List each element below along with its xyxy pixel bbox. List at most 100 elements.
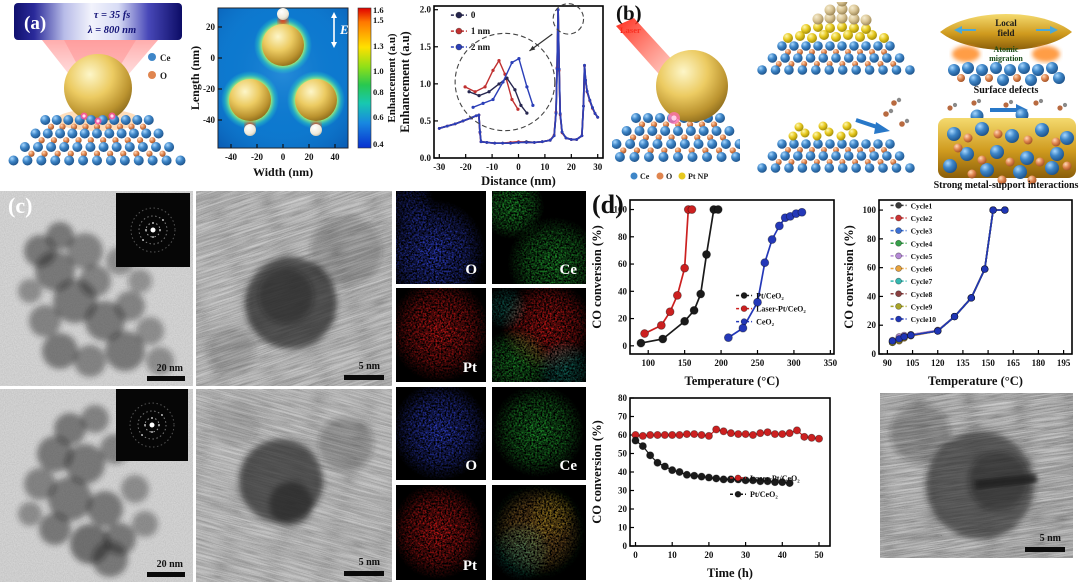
svg-text:Cycle6: Cycle6 bbox=[911, 265, 933, 274]
svg-text:-20: -20 bbox=[203, 84, 215, 94]
svg-text:150: 150 bbox=[981, 358, 995, 368]
eds-map-overlay-1 bbox=[492, 288, 586, 382]
pulse-duration-label: τ = 35 fs bbox=[94, 10, 131, 21]
svg-text:0: 0 bbox=[471, 10, 476, 20]
svg-text:120: 120 bbox=[931, 358, 945, 368]
svg-text:CO conversion (%): CO conversion (%) bbox=[590, 420, 604, 523]
svg-text:Cycle10: Cycle10 bbox=[911, 315, 937, 324]
svg-text:250: 250 bbox=[751, 358, 765, 368]
eds-map-ce-2: Ce bbox=[492, 387, 586, 480]
panel-d-lightoff-chart: 100 150 200 250 300 350 0 20 40 60 80 100 Temperatur… bbox=[590, 190, 840, 390]
o-legend-label: O bbox=[160, 71, 167, 81]
panel-a-enhancement-chart: -30 -20 -10 0 10 20 30 0.0 0.5 1.0 1.5 2.0 Distance … bbox=[398, 0, 612, 190]
eds-map-pt-2: Pt bbox=[396, 485, 486, 580]
svg-text:2.0: 2.0 bbox=[420, 5, 432, 15]
svg-text:10: 10 bbox=[668, 550, 678, 560]
smsi-caption: Strong metal-support interactions bbox=[934, 180, 1079, 190]
scale-label: 20 nm bbox=[156, 559, 183, 570]
pt-atom-icon bbox=[678, 172, 686, 180]
svg-text:90: 90 bbox=[883, 358, 893, 368]
nanoparticle-trimer bbox=[221, 8, 345, 136]
colorbar-ticks: 1.6 1.5 1.3 1.0 0.8 0.6 0.4 bbox=[373, 5, 384, 149]
svg-text:-10: -10 bbox=[486, 162, 498, 172]
svg-text:80: 80 bbox=[867, 234, 877, 244]
svg-text:-40: -40 bbox=[225, 152, 237, 162]
eds-image bbox=[396, 191, 486, 284]
eds-map-o-2: O bbox=[396, 387, 486, 480]
svg-text:30: 30 bbox=[741, 550, 751, 560]
svg-text:70: 70 bbox=[618, 412, 628, 422]
svg-text:20: 20 bbox=[567, 162, 577, 172]
svg-text:80: 80 bbox=[618, 232, 628, 242]
panel-d-cycles-chart: 90 105 120 135 150 165 180 195 0 20 40 60 80 100 Tempe… bbox=[842, 190, 1080, 390]
atomic-migration-label-1: Atomic bbox=[994, 45, 1019, 54]
svg-text:Pt/CeO₂: Pt/CeO₂ bbox=[756, 291, 784, 300]
svg-text:-40: -40 bbox=[203, 115, 215, 125]
svg-text:0: 0 bbox=[623, 541, 628, 551]
svg-text:135: 135 bbox=[956, 358, 970, 368]
svg-text:40: 40 bbox=[331, 152, 341, 162]
svg-text:Distance (nm): Distance (nm) bbox=[481, 174, 556, 188]
eds-map-ce-1: Ce bbox=[492, 191, 586, 284]
eds-map-pt-1: Pt bbox=[396, 288, 486, 382]
svg-text:1.3: 1.3 bbox=[373, 41, 384, 51]
co-conversion-temperature-chart: 100 150 200 250 300 350 0 20 40 60 80 100 Temperatur… bbox=[590, 199, 838, 388]
element-label: Pt bbox=[462, 558, 477, 574]
scale-bar bbox=[147, 572, 185, 577]
svg-text:Temperature (°C): Temperature (°C) bbox=[685, 374, 780, 388]
hrtem-image bbox=[196, 191, 392, 386]
pt-cluster-illustration bbox=[757, 2, 915, 75]
panel-b-schematic: (b) Laser Ce O Pt NP bbox=[612, 0, 740, 190]
colorbar-label: Enhancement (a.u) bbox=[386, 33, 398, 123]
gold-nanoparticle bbox=[656, 50, 728, 122]
svg-text:Cycle8: Cycle8 bbox=[911, 290, 933, 299]
panel-d-label: (d) bbox=[592, 190, 624, 219]
panel-d-stability-chart: 0 10 20 30 40 50 0 10 20 30 40 50 60 70 80 Time (h) CO c… bbox=[590, 392, 840, 582]
svg-text:0.8: 0.8 bbox=[373, 87, 384, 97]
laser-pulse-schematic: (a) τ = 35 fs λ = 800 nm Ce O bbox=[8, 3, 186, 166]
field-enhancement-map: E -40 -20 0 20 40 20 0 -20 -40 Width (nm… bbox=[190, 5, 398, 179]
scale-bar bbox=[344, 571, 384, 576]
svg-text:100: 100 bbox=[641, 358, 655, 368]
panel-d-hrtem: 5 nm bbox=[880, 393, 1073, 558]
panel-a-label: (a) bbox=[24, 13, 46, 34]
svg-text:60: 60 bbox=[618, 430, 628, 440]
svg-text:50: 50 bbox=[814, 550, 824, 560]
svg-text:40: 40 bbox=[778, 550, 788, 560]
o-legend-label: O bbox=[666, 172, 672, 181]
svg-text:1.0: 1.0 bbox=[420, 79, 432, 89]
enhancement-distance-chart: -30 -20 -10 0 10 20 30 0.0 0.5 1.0 1.5 2.0 Distance … bbox=[398, 3, 604, 188]
svg-text:0: 0 bbox=[623, 341, 628, 351]
eds-image bbox=[492, 191, 586, 284]
svg-text:20: 20 bbox=[305, 152, 315, 162]
atom-legend: Ce O bbox=[148, 53, 171, 81]
panel-c-tem-3: 20 nm bbox=[0, 389, 193, 582]
eds-image bbox=[492, 485, 586, 580]
panel-c-label: (c) bbox=[8, 193, 33, 218]
svg-text:10: 10 bbox=[618, 523, 628, 533]
scale-label: 5 nm bbox=[358, 557, 380, 568]
eds-image bbox=[396, 485, 486, 580]
svg-text:1.5: 1.5 bbox=[373, 15, 384, 25]
panel-a-heatmap: E -40 -20 0 20 40 20 0 -20 -40 Width (nm… bbox=[190, 0, 400, 190]
element-label: O bbox=[465, 458, 477, 474]
ceria-lattice bbox=[757, 139, 915, 173]
svg-text:-20: -20 bbox=[460, 162, 472, 172]
field-direction-arrows bbox=[954, 26, 1058, 34]
element-label: Ce bbox=[559, 458, 578, 474]
e-field-arrow-icon: E bbox=[331, 12, 349, 48]
svg-text:CeO₂: CeO₂ bbox=[756, 318, 775, 327]
co-molecules bbox=[883, 97, 910, 127]
gas-molecules bbox=[947, 98, 1068, 111]
svg-text:-30: -30 bbox=[433, 162, 445, 172]
panel-b-smsi: Strong metal-support interactions bbox=[932, 96, 1080, 190]
svg-text:10: 10 bbox=[540, 162, 550, 172]
local-field-label-2: field bbox=[998, 28, 1015, 38]
svg-text:20: 20 bbox=[618, 314, 628, 324]
svg-text:1.0: 1.0 bbox=[373, 66, 384, 76]
pt-pyramid bbox=[812, 2, 872, 26]
panel-b-pt-cluster-lattice bbox=[738, 2, 934, 94]
tem-image bbox=[0, 389, 193, 582]
svg-text:20: 20 bbox=[206, 22, 216, 32]
